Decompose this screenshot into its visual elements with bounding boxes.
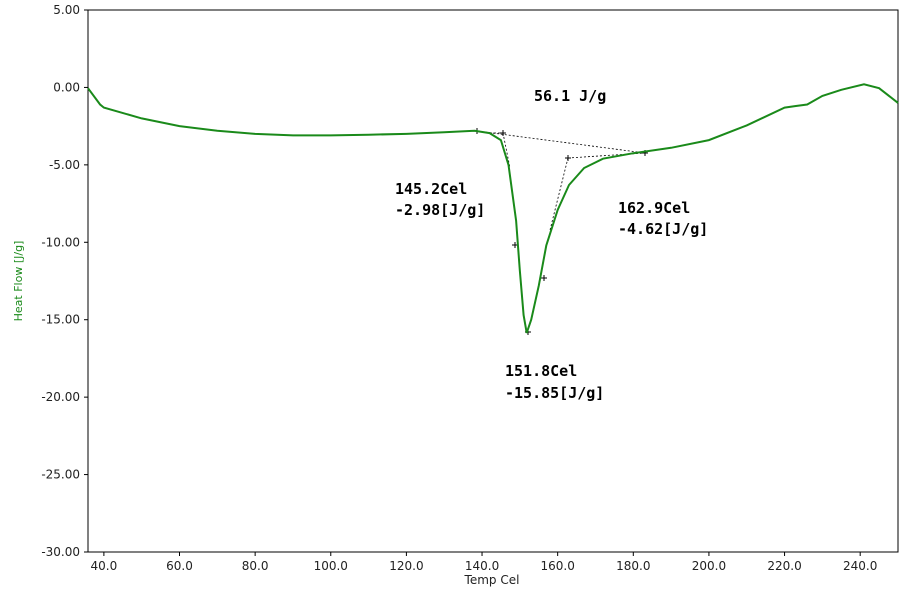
x-tick-label: 200.0 [692, 559, 726, 573]
x-tick-label: 220.0 [767, 559, 801, 573]
x-tick-label: 120.0 [389, 559, 423, 573]
x-tick-label: 80.0 [242, 559, 269, 573]
y-tick-label: 5.00 [53, 3, 80, 17]
annotation: 56.1 J/g [534, 87, 606, 105]
x-tick-label: 100.0 [314, 559, 348, 573]
x-tick-label: 160.0 [540, 559, 574, 573]
x-tick-label: 240.0 [843, 559, 877, 573]
annotation: -2.98[J/g] [395, 201, 485, 219]
y-tick-label: -10.00 [41, 235, 80, 249]
y-axis-label: Heat Flow [J/g] [12, 241, 25, 322]
y-tick-label: -30.00 [41, 545, 80, 559]
x-tick-label: 60.0 [166, 559, 193, 573]
x-tick-label: 140.0 [465, 559, 499, 573]
y-tick-label: 0.00 [53, 80, 80, 94]
x-tick-label: 180.0 [616, 559, 650, 573]
annotation: 162.9Cel [618, 199, 690, 217]
y-tick-label: -25.00 [41, 468, 80, 482]
annotation: 145.2Cel [395, 180, 467, 198]
plot-frame [87, 9, 899, 553]
y-tick-label: -15.00 [41, 313, 80, 327]
y-tick-label: -20.00 [41, 390, 80, 404]
x-axis-label: Temp Cel [464, 573, 520, 587]
annotation: -15.85[J/g] [505, 384, 604, 402]
annotation: 151.8Cel [505, 362, 577, 380]
data-line [87, 83, 899, 334]
x-tick-label: 40.0 [91, 559, 118, 573]
y-tick-label: -5.00 [49, 158, 80, 172]
annotation: -4.62[J/g] [618, 220, 708, 238]
